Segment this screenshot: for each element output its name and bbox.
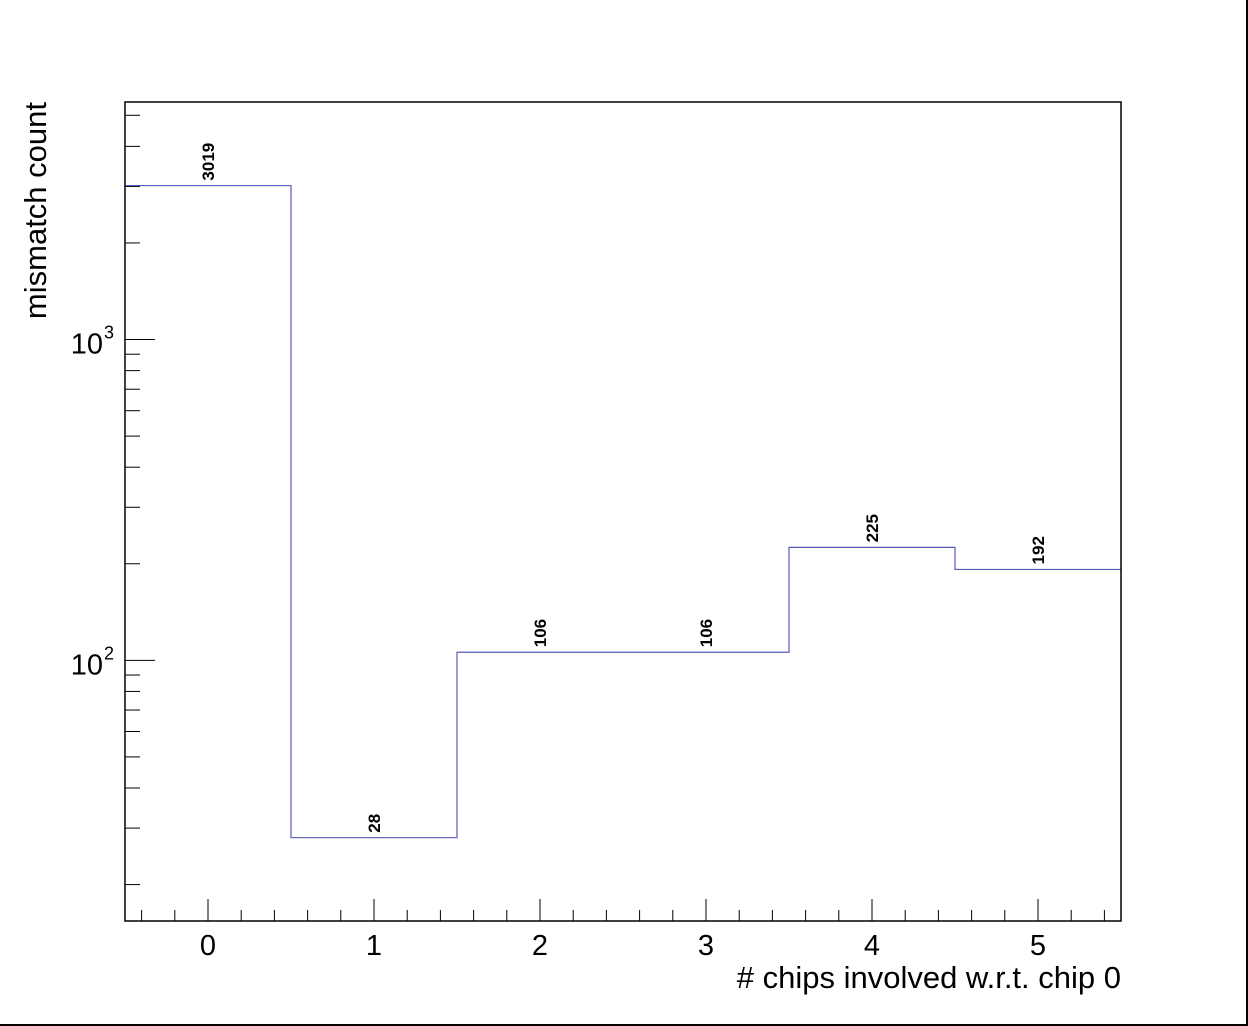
x-tick-label: 2 [532,930,548,962]
bin-value-label: 3019 [199,143,218,181]
y-axis-title: mismatch count [18,102,53,319]
x-axis-title: # chips involved w.r.t. chip 0 [737,960,1121,995]
x-tick-label: 1 [366,930,382,962]
x-tick-label: 0 [200,930,216,962]
bin-value-label: 106 [531,619,550,647]
bin-value-label: 225 [863,514,882,542]
y-tick-label-base: 10 [71,649,103,681]
y-tick-label-exponent: 2 [104,643,114,663]
y-tick-label-base: 10 [71,329,103,361]
x-tick-label: 4 [864,930,880,962]
histogram-line [125,184,1121,839]
plot-frame [124,101,1122,922]
x-tick-labels: 0 1 2 3 4 5 [200,930,1046,962]
x-tick-label: 3 [698,930,714,962]
bin-value-label: 106 [697,619,716,647]
bin-value-label: 28 [365,814,384,833]
y-tick-label-exponent: 3 [104,323,114,343]
bin-value-labels: 3019 28 106 106 225 192 [199,143,1048,833]
bin-value-label: 192 [1029,536,1048,564]
x-tick-label: 5 [1030,930,1046,962]
axis-ticks [125,114,1105,921]
